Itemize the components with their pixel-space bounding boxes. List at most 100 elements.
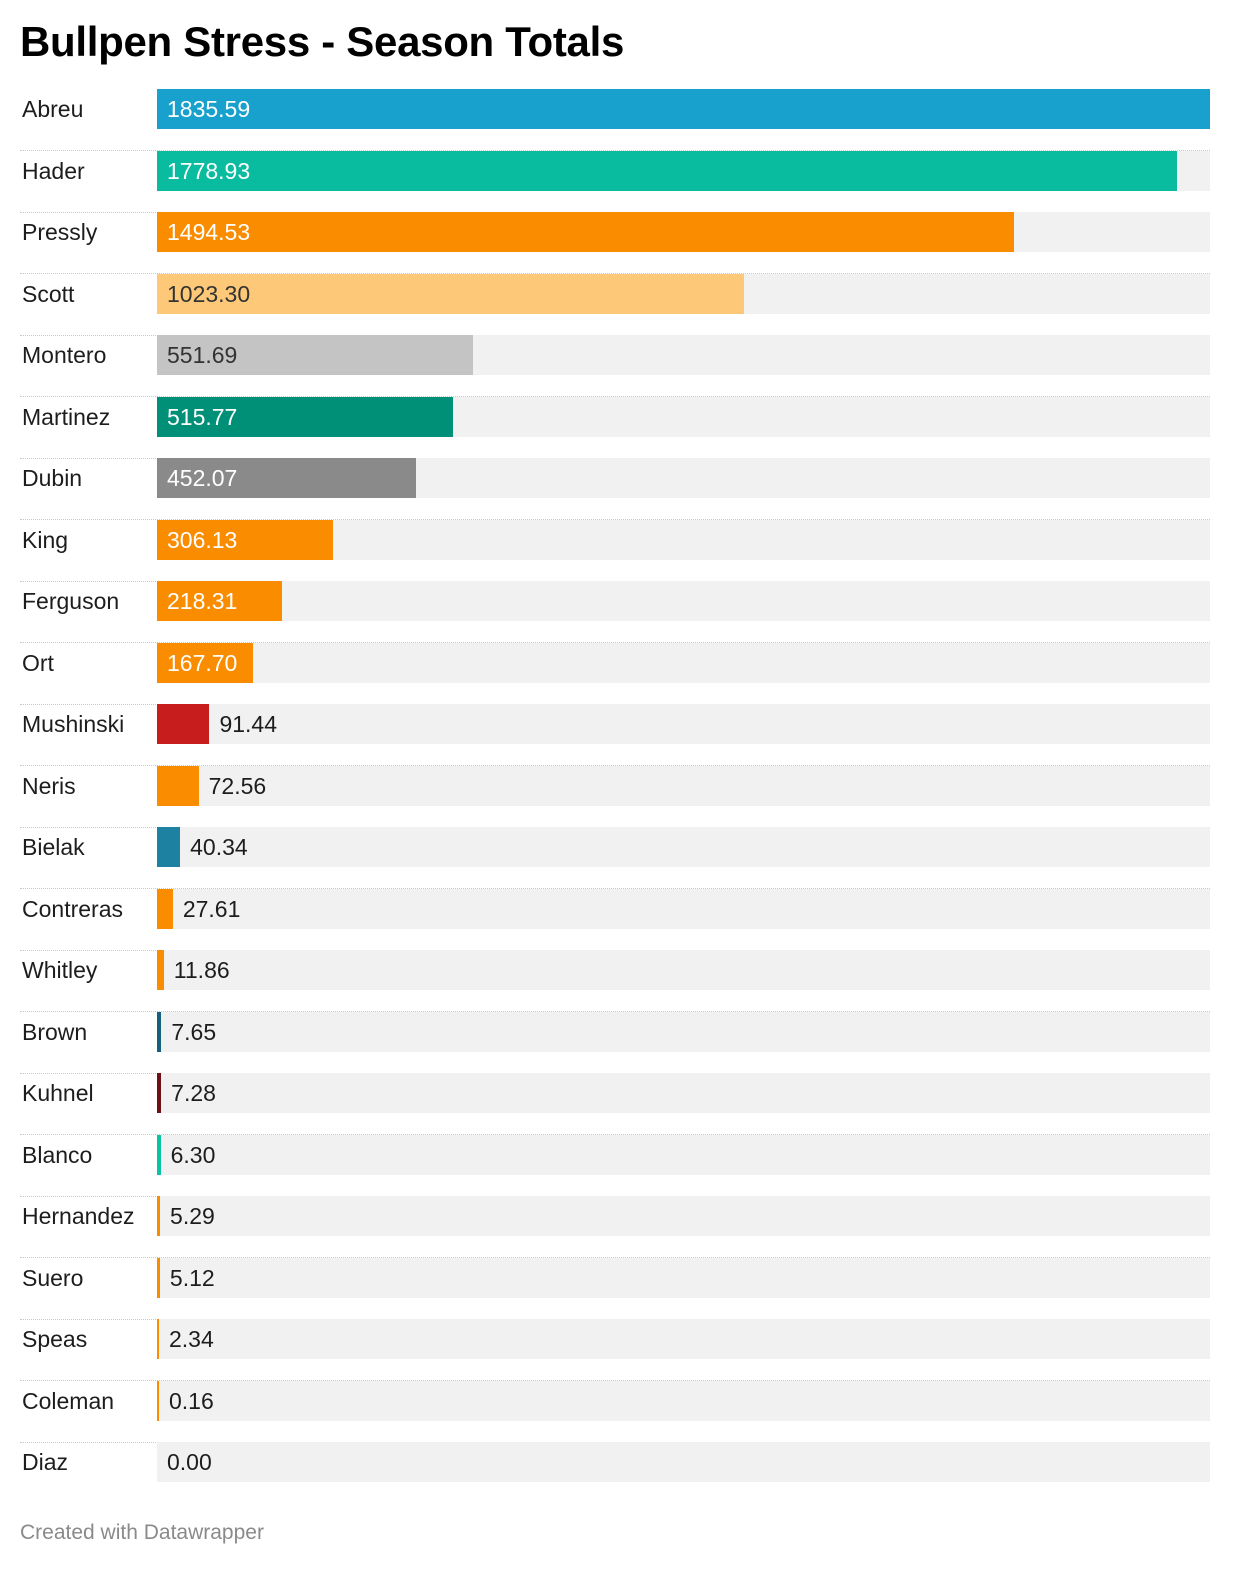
chart-row: Neris 72.56 bbox=[20, 765, 1210, 828]
bar-track: 5.12 bbox=[157, 1257, 1210, 1298]
value-label: 91.44 bbox=[219, 711, 278, 737]
bar bbox=[157, 150, 1178, 191]
bar bbox=[157, 1134, 161, 1175]
category-label: Kuhnel bbox=[22, 1080, 94, 1106]
bar-chart: Abreu 1835.59 Hader 1778.93 Pressly 1494.53 Sc… bbox=[20, 89, 1210, 1482]
chart-row: Brown 7.65 bbox=[20, 1011, 1210, 1074]
chart-row: Abreu 1835.59 bbox=[20, 89, 1210, 151]
category-label: Abreu bbox=[22, 96, 84, 122]
category-label: Diaz bbox=[22, 1449, 69, 1475]
category-label: Contreras bbox=[22, 895, 123, 922]
chart-row: Bielak 40.34 bbox=[20, 827, 1210, 889]
bar bbox=[157, 704, 210, 744]
bar bbox=[157, 1319, 159, 1359]
bar-track: 1494.53 bbox=[157, 212, 1210, 252]
bar-track: 1023.30 bbox=[157, 273, 1210, 314]
chart-row: Martinez 515.77 bbox=[20, 396, 1210, 459]
bar-track: 40.34 bbox=[157, 827, 1210, 867]
chart-row: King 306.13 bbox=[20, 519, 1210, 582]
bar-track: 5.29 bbox=[157, 1196, 1210, 1236]
category-label: Whitley bbox=[22, 957, 98, 983]
chart-row: Hader 1778.93 bbox=[20, 150, 1210, 213]
chart-row: Hernandez 5.29 bbox=[20, 1196, 1210, 1258]
bar-track: 1778.93 bbox=[157, 150, 1210, 191]
chart-row: Kuhnel 7.28 bbox=[20, 1073, 1210, 1135]
value-label: 167.70 bbox=[167, 649, 238, 676]
chart-row: Speas 2.34 bbox=[20, 1319, 1210, 1381]
bar-track: 1835.59 bbox=[157, 89, 1210, 129]
value-label: 1835.59 bbox=[167, 96, 251, 122]
chart-row: Scott 1023.30 bbox=[20, 273, 1210, 336]
chart-row: Ort 167.70 bbox=[20, 642, 1210, 705]
category-label: Ferguson bbox=[22, 588, 120, 614]
bar-track: 72.56 bbox=[157, 765, 1210, 806]
category-label: Martinez bbox=[22, 403, 111, 430]
category-label: Pressly bbox=[22, 219, 98, 245]
bar-track: 0.00 bbox=[157, 1442, 1210, 1482]
bar-track: 6.30 bbox=[157, 1134, 1210, 1175]
value-label: 452.07 bbox=[167, 465, 238, 491]
bar-track: 91.44 bbox=[157, 704, 1210, 744]
bar bbox=[157, 396, 453, 437]
category-label: Bielak bbox=[22, 834, 85, 860]
bar-track: 11.86 bbox=[157, 950, 1210, 990]
bar-track: 27.61 bbox=[157, 888, 1210, 929]
value-label: 6.30 bbox=[170, 1141, 216, 1168]
category-label: King bbox=[22, 526, 69, 553]
chart-row: Pressly 1494.53 bbox=[20, 212, 1210, 274]
category-label: Neris bbox=[22, 772, 76, 799]
chart-row: Suero 5.12 bbox=[20, 1257, 1210, 1320]
bar-track: 218.31 bbox=[157, 581, 1210, 621]
bar-track: 0.16 bbox=[157, 1380, 1210, 1421]
value-label: 5.29 bbox=[170, 1203, 215, 1229]
value-label: 40.34 bbox=[190, 834, 248, 860]
chart-title: Bullpen Stress - Season Totals bbox=[20, 18, 625, 65]
bar-track: 167.70 bbox=[157, 642, 1210, 683]
bar bbox=[157, 212, 1015, 252]
bar bbox=[157, 458, 417, 498]
category-label: Hader bbox=[22, 157, 85, 184]
value-label: 0.16 bbox=[169, 1387, 214, 1414]
category-label: Suero bbox=[22, 1264, 84, 1291]
chart-row: Contreras 27.61 bbox=[20, 888, 1210, 951]
bar-track: 7.28 bbox=[157, 1073, 1210, 1113]
chart-row: Blanco 6.30 bbox=[20, 1134, 1210, 1197]
chart-row: Dubin 452.07 bbox=[20, 458, 1210, 520]
value-label: 1778.93 bbox=[167, 157, 251, 184]
bar bbox=[157, 1011, 162, 1052]
bar bbox=[157, 581, 283, 621]
value-label: 2.34 bbox=[169, 1326, 214, 1352]
category-label: Brown bbox=[22, 1018, 88, 1045]
category-label: Hernandez bbox=[22, 1203, 135, 1229]
bar bbox=[157, 335, 474, 375]
value-label: 306.13 bbox=[167, 526, 238, 553]
bar bbox=[157, 1073, 162, 1113]
value-label: 5.12 bbox=[169, 1264, 215, 1291]
category-label: Scott bbox=[22, 280, 75, 307]
bar-track: 452.07 bbox=[157, 458, 1210, 498]
bar-track: 306.13 bbox=[157, 519, 1210, 560]
category-label: Ort bbox=[22, 649, 54, 676]
value-label: 11.86 bbox=[173, 957, 230, 983]
value-label: 551.69 bbox=[167, 342, 238, 368]
bar bbox=[157, 950, 164, 990]
category-label: Speas bbox=[22, 1326, 88, 1352]
bar bbox=[157, 765, 199, 806]
bar-track: 7.65 bbox=[157, 1011, 1210, 1052]
bar bbox=[157, 827, 181, 867]
chart-row: Ferguson 218.31 bbox=[20, 581, 1210, 643]
bar bbox=[157, 1257, 160, 1298]
chart-row: Coleman 0.16 bbox=[20, 1380, 1210, 1443]
value-label: 1023.30 bbox=[167, 280, 251, 307]
category-label: Montero bbox=[22, 342, 107, 368]
bar bbox=[157, 1380, 159, 1421]
category-label: Mushinski bbox=[22, 711, 125, 737]
chart-row: Montero 551.69 bbox=[20, 335, 1210, 397]
category-label: Blanco bbox=[22, 1141, 93, 1168]
category-label: Dubin bbox=[22, 465, 83, 491]
bar-track: 515.77 bbox=[157, 396, 1210, 437]
bar bbox=[157, 642, 254, 683]
bar bbox=[157, 273, 745, 314]
value-label: 218.31 bbox=[167, 588, 238, 614]
value-label: 515.77 bbox=[167, 403, 238, 430]
